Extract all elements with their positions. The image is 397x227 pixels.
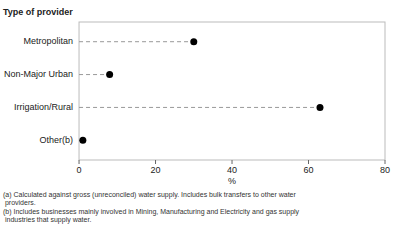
x-tick-label: 40 (227, 165, 237, 175)
category-label: Other(b) (40, 135, 74, 145)
stem (79, 74, 110, 75)
footnote: (a) Calculated against gross (unreconcil… (3, 191, 297, 208)
footnote: (b) Includes businesses mainly involved … (3, 208, 300, 225)
plot-frame (79, 22, 385, 160)
stem (79, 41, 194, 42)
dot (106, 71, 113, 78)
x-tick (385, 160, 386, 164)
x-axis-title: % (228, 176, 236, 186)
dot (79, 137, 86, 144)
category-label: Irrigation/Rural (14, 102, 73, 112)
chart: (a) Calculated against gross (unreconcil… (0, 0, 397, 227)
x-tick-label: 20 (151, 165, 161, 175)
category-label: Non-Major Urban (4, 69, 73, 79)
dot (190, 38, 197, 45)
category-label: Metropolitan (24, 36, 74, 46)
x-tick-label: 60 (304, 165, 314, 175)
y-axis-title: Type of provider (3, 7, 73, 17)
footnote-line: providers. (3, 199, 36, 207)
x-tick-label: 80 (380, 165, 390, 175)
marks (79, 38, 323, 144)
footnote-line: (b) Includes businesses mainly involved … (3, 208, 300, 216)
dot (316, 104, 323, 111)
footnote-line: industries that supply water. (3, 216, 91, 224)
x-tick (308, 160, 309, 164)
stem (79, 107, 320, 108)
x-tick-label: 0 (77, 165, 82, 175)
x-tick (155, 160, 156, 164)
x-tick (232, 160, 233, 164)
x-tick (79, 160, 80, 164)
footnote-line: (a) Calculated against gross (unreconcil… (3, 191, 297, 199)
